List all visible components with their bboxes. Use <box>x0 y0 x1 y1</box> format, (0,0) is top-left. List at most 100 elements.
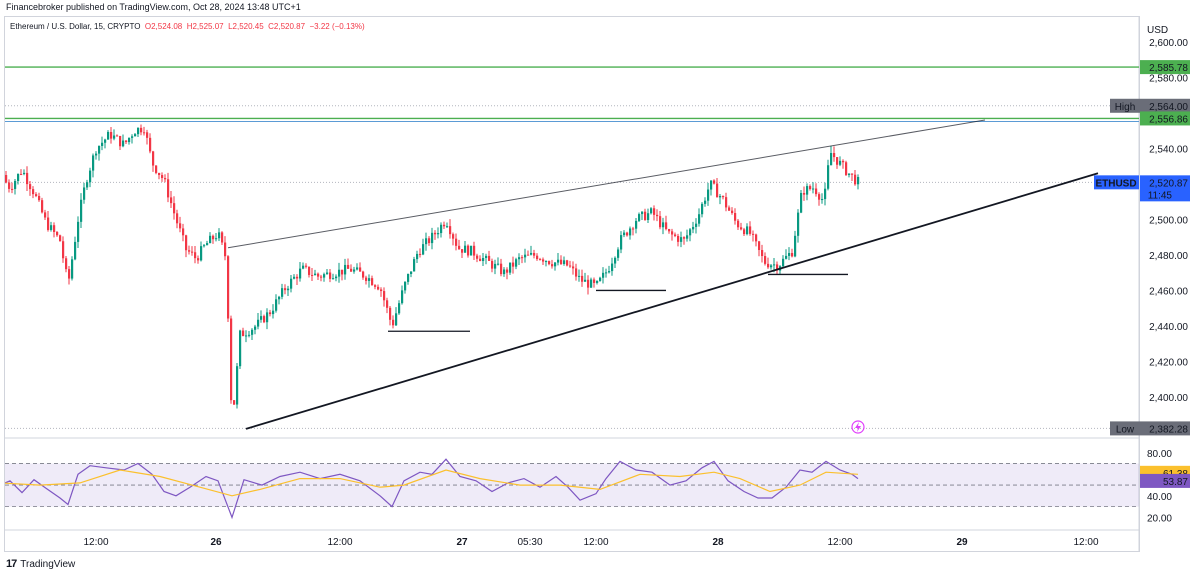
trendlines[interactable] <box>227 119 1099 434</box>
candle-body <box>329 272 332 279</box>
countdown-text: 11:45 <box>1148 190 1173 201</box>
candle-body <box>464 245 467 253</box>
time-tick-label: 26 <box>210 537 222 548</box>
candle <box>86 179 89 191</box>
candle <box>722 195 725 200</box>
candle-body <box>305 265 308 267</box>
candle <box>299 262 302 282</box>
candle <box>614 256 617 268</box>
candle <box>5 171 8 184</box>
candle <box>425 232 428 251</box>
candle-body <box>545 261 548 263</box>
candle <box>506 267 509 280</box>
candle-body <box>599 277 602 281</box>
footer-brand: TradingView <box>20 558 76 570</box>
trendline-upper[interactable] <box>227 119 986 249</box>
level-lower-tag-text: 2,556.86 <box>1149 114 1188 125</box>
candle <box>392 315 395 329</box>
candle <box>590 277 593 289</box>
candle-body <box>11 188 14 190</box>
candle-body <box>191 251 194 253</box>
candle-body <box>56 231 59 236</box>
candle-body <box>647 213 650 220</box>
candle <box>674 232 677 238</box>
candle <box>479 255 482 262</box>
candle-body <box>596 280 599 283</box>
candle-body <box>83 187 86 200</box>
candle-body <box>230 318 233 401</box>
level-upper-tag: 2,585.78 <box>1140 60 1190 75</box>
candle-body <box>224 242 227 257</box>
candle <box>689 228 692 242</box>
candle <box>161 172 164 182</box>
candle <box>80 193 83 228</box>
candle <box>638 212 641 222</box>
symbol-badge-text: ETHUSD <box>1095 178 1136 189</box>
candle <box>563 256 566 266</box>
level-upper-tag-text: 2,585.78 <box>1149 63 1188 74</box>
candle <box>806 183 809 201</box>
candle-body <box>605 272 608 274</box>
candle <box>377 284 380 291</box>
candle <box>47 210 50 232</box>
candle-body <box>719 196 722 198</box>
candle <box>269 309 272 317</box>
level-upper-tag-bg <box>1140 60 1190 75</box>
candle <box>515 257 518 270</box>
candle-body <box>650 208 653 214</box>
candle <box>221 231 224 245</box>
legend-low: L2,520.45 <box>228 22 264 31</box>
alert-icon[interactable] <box>851 420 865 434</box>
candle-body <box>716 183 719 198</box>
candle-body <box>458 245 461 250</box>
candle <box>512 256 515 274</box>
candle <box>278 295 281 305</box>
candle <box>290 274 293 293</box>
candle-body <box>386 300 389 308</box>
candle <box>764 252 767 266</box>
candle-body <box>788 253 791 256</box>
candle-body <box>416 253 419 260</box>
candle <box>602 267 605 284</box>
candle <box>677 233 680 247</box>
candle-body <box>506 269 509 273</box>
candle-body <box>428 238 431 244</box>
symbol-badge <box>1094 175 1139 190</box>
candle <box>230 315 233 404</box>
candle <box>671 228 674 241</box>
candle <box>761 244 764 263</box>
candle-body <box>575 268 578 277</box>
candle <box>308 266 311 278</box>
candle <box>857 174 860 190</box>
candle <box>116 134 119 137</box>
candle-body <box>203 245 206 247</box>
candle-body <box>332 278 335 280</box>
candle <box>44 209 47 221</box>
candle <box>197 255 200 264</box>
candle-body <box>503 269 506 275</box>
candle-body <box>188 250 191 252</box>
candle <box>164 174 167 183</box>
candle <box>203 244 206 248</box>
candle <box>593 277 596 288</box>
candle <box>323 272 326 282</box>
candle-body <box>170 197 173 204</box>
candle <box>431 227 434 250</box>
candle <box>752 230 755 242</box>
candle <box>608 265 611 274</box>
candle <box>398 300 401 315</box>
candle-body <box>725 197 728 208</box>
trendline-lower[interactable] <box>245 172 1099 430</box>
candle <box>335 274 338 282</box>
legend-change: −3.22 (−0.13%) <box>309 22 365 31</box>
candle <box>20 169 23 176</box>
low-badge <box>1110 421 1140 436</box>
candle <box>836 157 839 169</box>
candle <box>125 140 128 145</box>
candle-body <box>59 235 62 242</box>
candle-body <box>611 263 614 272</box>
candle-body <box>365 277 368 281</box>
candle <box>239 329 242 370</box>
candle <box>686 229 689 242</box>
